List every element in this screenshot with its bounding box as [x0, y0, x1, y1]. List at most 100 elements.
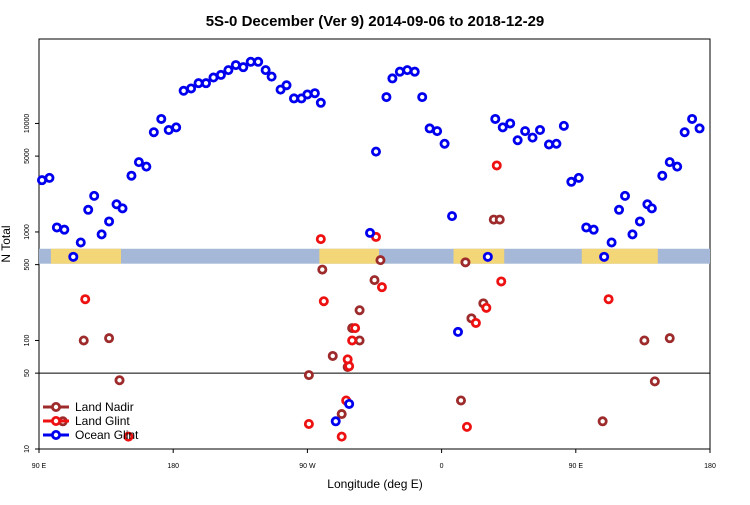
point-ocean-glint [117, 203, 128, 214]
point-ocean-glint [215, 69, 226, 80]
y-tick-label: 100 [24, 335, 31, 347]
point-ocean-glint [148, 127, 159, 138]
point-ocean-glint [535, 125, 546, 136]
point-ocean-glint [365, 227, 376, 238]
legend-marker-land-glint [51, 415, 62, 426]
point-ocean-glint [59, 224, 70, 235]
legend: Land Nadir Land Glint Ocean Glint [43, 400, 139, 442]
point-ocean-glint [89, 190, 100, 201]
point-ocean-glint [490, 113, 501, 124]
point-ocean-glint [664, 157, 675, 168]
point-ocean-glint [402, 65, 413, 76]
y-tick-label: 10 [24, 445, 31, 453]
series-land-nadir [57, 214, 675, 427]
y-axis-label: N Total [0, 225, 13, 262]
y-tick-label: 10000 [24, 114, 31, 134]
point-ocean-glint [634, 216, 645, 227]
point-land-glint [318, 296, 329, 307]
point-land-nadir [114, 375, 125, 386]
point-ocean-glint [260, 65, 271, 76]
point-ocean-glint [370, 146, 381, 157]
y-axis-ticks: 10 50 100 500 1000 5000 10000 [24, 114, 39, 453]
point-land-glint [342, 354, 353, 365]
point-land-nadir [460, 257, 471, 268]
point-ocean-glint [694, 123, 705, 134]
x-axis-label: Longitude (deg E) [327, 477, 422, 491]
point-ocean-glint [409, 66, 420, 77]
point-land-glint [481, 302, 492, 313]
point-ocean-glint [627, 229, 638, 240]
point-land-glint [347, 335, 358, 346]
point-ocean-glint [558, 120, 569, 131]
point-ocean-glint [133, 157, 144, 168]
point-ocean-glint [439, 138, 450, 149]
point-ocean-glint [315, 97, 326, 108]
legend-item-land-nadir: Land Nadir [43, 400, 134, 414]
legend-label-land-glint: Land Glint [75, 414, 130, 428]
point-land-nadir [327, 350, 338, 361]
legend-marker-land-nadir [51, 401, 62, 412]
point-ocean-glint [527, 132, 538, 143]
point-land-glint [491, 160, 502, 171]
land-segment [50, 248, 122, 264]
chart-title: 5S-0 December (Ver 9) 2014-09-06 to 2018… [206, 13, 545, 30]
legend-label-ocean-glint: Ocean Glint [75, 428, 139, 442]
point-ocean-glint [432, 126, 443, 137]
point-land-glint [376, 282, 387, 293]
point-ocean-glint [156, 113, 167, 124]
land-segment [581, 248, 658, 264]
land-band [39, 248, 710, 264]
point-land-nadir [664, 333, 675, 344]
point-ocean-glint [381, 92, 392, 103]
legend-marker-ocean-glint [51, 429, 62, 440]
point-ocean-glint [141, 161, 152, 172]
point-ocean-glint [83, 204, 94, 215]
x-tick-label: 0 [440, 463, 444, 470]
point-ocean-glint [417, 92, 428, 103]
point-ocean-glint [126, 170, 137, 181]
series-ocean-glint [36, 56, 705, 427]
point-land-nadir [336, 409, 347, 420]
point-land-nadir [104, 333, 115, 344]
point-land-nadir [375, 255, 386, 266]
point-ocean-glint [646, 203, 657, 214]
point-ocean-glint [566, 176, 577, 187]
point-ocean-glint [599, 251, 610, 262]
point-land-glint [80, 294, 91, 305]
point-land-nadir [455, 395, 466, 406]
point-ocean-glint [394, 66, 405, 77]
data-points [36, 56, 705, 442]
point-ocean-glint [266, 71, 277, 82]
x-tick-label: 90 W [299, 463, 316, 470]
x-tick-label: 180 [704, 463, 716, 470]
point-ocean-glint [672, 161, 683, 172]
point-ocean-glint [497, 122, 508, 133]
point-ocean-glint [447, 211, 458, 222]
point-ocean-glint [44, 172, 55, 183]
x-tick-label: 90 E [32, 463, 47, 470]
plot-frame [38, 38, 711, 450]
point-land-glint [336, 431, 347, 442]
point-ocean-glint [482, 251, 493, 262]
point-ocean-glint [512, 135, 523, 146]
point-ocean-glint [614, 204, 625, 215]
point-ocean-glint [330, 416, 341, 427]
point-ocean-glint [171, 122, 182, 133]
legend-item-ocean-glint: Ocean Glint [43, 428, 139, 442]
y-tick-label: 1000 [24, 224, 31, 240]
point-ocean-glint [588, 224, 599, 235]
point-land-glint [461, 421, 472, 432]
point-ocean-glint [309, 88, 320, 99]
point-ocean-glint [387, 73, 398, 84]
point-ocean-glint [606, 237, 617, 248]
point-ocean-glint [573, 172, 584, 183]
point-ocean-glint [551, 138, 562, 149]
x-tick-label: 180 [167, 463, 179, 470]
y-tick-label: 500 [24, 259, 31, 271]
point-ocean-glint [238, 62, 249, 73]
point-ocean-glint [657, 170, 668, 181]
point-ocean-glint [520, 126, 531, 137]
point-land-nadir [494, 214, 505, 225]
y-tick-label: 5000 [24, 148, 31, 164]
